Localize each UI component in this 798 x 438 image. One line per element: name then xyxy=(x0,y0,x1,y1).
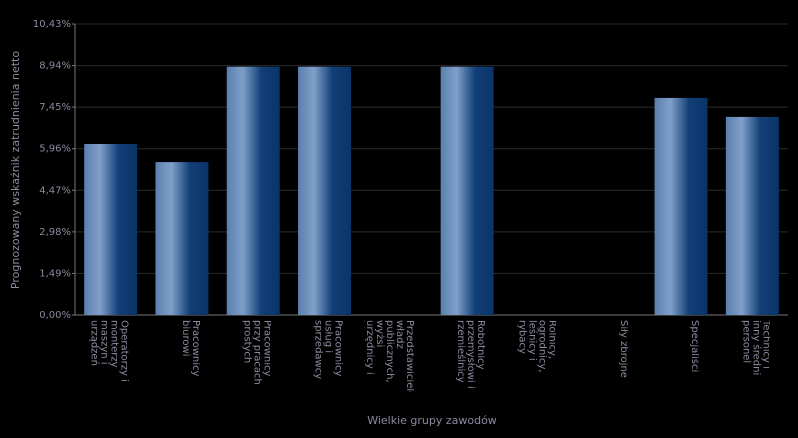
x-tick-label: Pracownicy usług i sprzedawcy xyxy=(312,320,343,380)
y-tick-label: 0,00% xyxy=(39,310,71,321)
bar xyxy=(725,116,779,315)
x-tick-label: Operatorzy i monterzy maszyn i urządzeń xyxy=(88,320,129,382)
y-tick-label: 5,96% xyxy=(39,144,71,155)
y-tick-label: 2,98% xyxy=(39,227,71,238)
x-tick-label: Specjaliści xyxy=(689,320,700,373)
y-tick-label: 8,94% xyxy=(39,61,71,72)
x-tick-label: Robotnicy przemysłowi i rzemieślnicy xyxy=(455,320,486,389)
y-axis-title: Prognozowany wskaźnik zatrudnienia netto xyxy=(9,51,22,289)
x-tick-label: Rolnicy, ogrodnicy, leśnicy i rybacy xyxy=(516,320,557,373)
x-tick-label: Pracownicy biurowi xyxy=(179,320,200,377)
x-tick-label: Przedstawiciele władz publicznych, wyżsi… xyxy=(363,320,414,392)
bar xyxy=(654,97,708,315)
x-axis-title: Wielkie grupy zawodów xyxy=(367,414,497,427)
bar xyxy=(440,66,494,315)
x-tick-label: Pracownicy przy pracach prostych xyxy=(241,320,272,385)
y-tick-label: 1,49% xyxy=(39,268,71,279)
bar xyxy=(84,143,138,315)
y-tick-label: 4,47% xyxy=(39,185,71,196)
y-tick-label: 10,43% xyxy=(33,19,71,30)
bar xyxy=(226,66,280,315)
x-tick-label: Siły zbrojne xyxy=(617,320,628,378)
x-tick-label: Technicy i inny średni personel xyxy=(740,320,771,376)
bar xyxy=(298,66,352,315)
bar xyxy=(155,162,209,315)
y-tick-label: 7,45% xyxy=(39,102,71,113)
